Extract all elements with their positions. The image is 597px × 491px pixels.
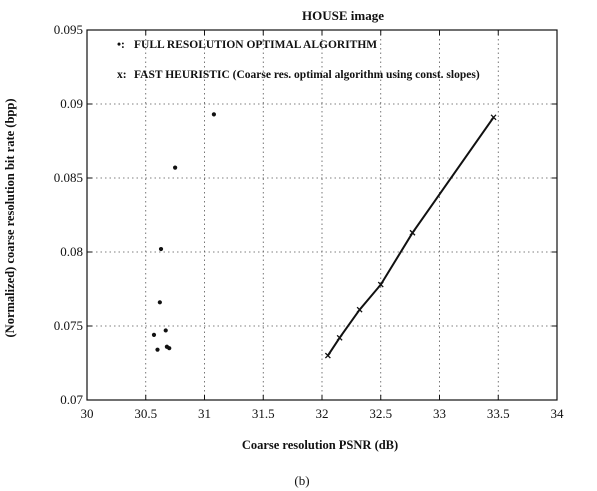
y-axis-label: (Normalized) coarse resolution bit rate … (3, 99, 17, 338)
legend-label-full-resolution: FULL RESOLUTION OPTIMAL ALGORITHM (134, 39, 377, 51)
legend: •: FULL RESOLUTION OPTIMAL ALGORITHM x: … (117, 39, 480, 81)
data-point (157, 300, 162, 305)
figure-caption: (b) (294, 473, 309, 488)
series-layer (151, 112, 497, 359)
data-point (211, 112, 216, 117)
plot-frame (86, 29, 558, 401)
y-tick-label: 0.095 (54, 22, 83, 37)
data-point (377, 281, 384, 288)
data-point (167, 346, 172, 351)
x-tick-label: 32 (316, 406, 329, 421)
data-point (336, 334, 343, 341)
series-line (327, 116, 495, 357)
legend-label-fast-heuristic: FAST HEURISTIC (Coarse res. optimal algo… (134, 69, 480, 81)
x-tick-label: 33 (433, 406, 446, 421)
y-tick-label: 0.085 (54, 170, 83, 185)
data-point (409, 229, 416, 236)
data-point (173, 165, 178, 170)
x-tick-label: 31 (198, 406, 211, 421)
y-tick-label: 0.07 (60, 392, 83, 407)
x-tick-label: 32.5 (369, 406, 392, 421)
x-tick-label: 30.5 (134, 406, 157, 421)
data-point (158, 246, 164, 252)
legend-symbol-full-resolution: •: (117, 39, 125, 51)
y-tick-labels: 0.07 0.075 0.08 0.085 0.09 0.095 (54, 22, 84, 407)
data-point (151, 332, 157, 337)
x-axis-label: Coarse resolution PSNR (dB) (242, 438, 398, 452)
x-tick-labels: 30 30.5 31 31.5 32 32.5 33 33.5 34 (81, 406, 565, 421)
y-tick-label: 0.075 (54, 318, 83, 333)
data-point (155, 347, 160, 352)
x-tick-label: 34 (551, 406, 565, 421)
x-tick-label: 30 (81, 406, 94, 421)
data-point (163, 328, 168, 333)
data-point (324, 352, 331, 359)
series-1 (324, 114, 497, 359)
chart-title: HOUSE image (302, 8, 384, 23)
grid-layer (87, 30, 557, 400)
legend-symbol-fast-heuristic: x: (117, 69, 127, 81)
x-tick-label: 31.5 (252, 406, 275, 421)
y-tick-label: 0.08 (60, 244, 83, 259)
data-point (356, 306, 363, 313)
series-0 (151, 112, 216, 352)
data-point (490, 114, 497, 121)
x-tick-label: 33.5 (487, 406, 510, 421)
y-tick-label: 0.09 (60, 96, 83, 111)
